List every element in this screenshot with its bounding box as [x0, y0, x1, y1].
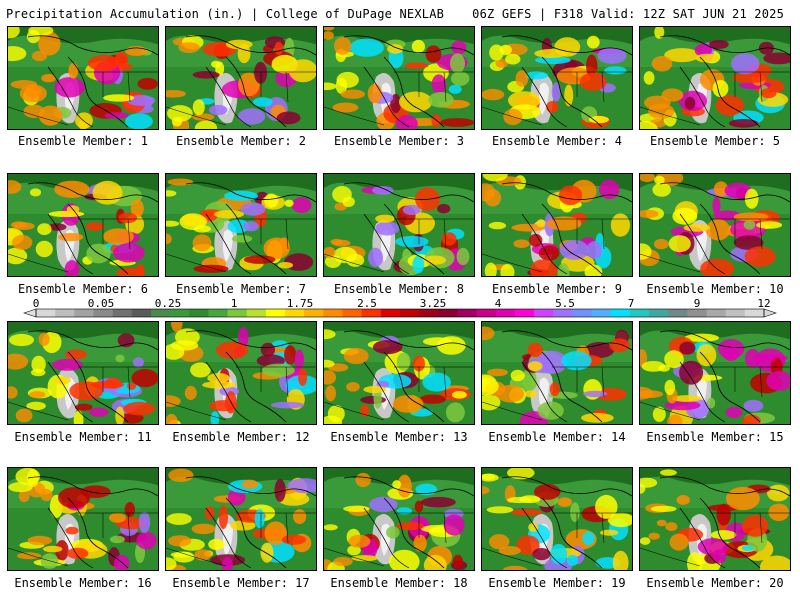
colorbar-cell [572, 309, 593, 317]
colorbar-cell [629, 309, 650, 317]
colorbar-cell [419, 309, 439, 317]
colorbar-cell [706, 309, 727, 317]
ensemble-member-label: Ensemble Member: 1 [17, 134, 149, 148]
product-title: Precipitation Accumulation (in.) | Colle… [6, 7, 445, 21]
ensemble-member-label: Ensemble Member: 12 [172, 430, 310, 444]
ensemble-member-label: Ensemble Member: 16 [14, 576, 152, 590]
colorbar-tick-label: 12 [757, 297, 771, 310]
colorbar-cell [285, 309, 305, 317]
colorbar-tick-label: 5.5 [555, 297, 575, 310]
ensemble-member-label: Ensemble Member: 14 [488, 430, 626, 444]
colorbar-frame [35, 308, 765, 318]
colorbar-cell [304, 309, 324, 317]
ensemble-member-label: Ensemble Member: 11 [14, 430, 152, 444]
ensemble-member-label: Ensemble Member: 9 [491, 282, 623, 296]
colorbar-tick-label: 2.5 [357, 297, 377, 310]
ensemble-member-label: Ensemble Member: 7 [175, 282, 307, 296]
colorbar-cell [553, 309, 573, 317]
ensemble-map-1 [7, 26, 159, 130]
colorbar-cell [342, 309, 363, 317]
ensemble-member-label: Ensemble Member: 2 [175, 134, 307, 148]
ensemble-member-label: Ensemble Member: 6 [17, 282, 149, 296]
ensemble-member-label: Ensemble Member: 18 [330, 576, 468, 590]
colorbar-cell [514, 309, 535, 317]
colorbar-tick-label: 0.05 [87, 297, 115, 310]
colorbar-tick-label: 1.75 [286, 297, 314, 310]
ensemble-map-15 [639, 321, 791, 425]
colorbar-cell [227, 309, 248, 317]
colorbar-cell [610, 309, 631, 317]
colorbar-cell [170, 309, 190, 317]
colorbar-cell [131, 309, 152, 317]
colorbar-tick-label: 9 [693, 297, 701, 310]
ensemble-map-16 [7, 467, 159, 571]
colorbar-cell [323, 309, 344, 317]
ensemble-map-9 [481, 173, 633, 277]
ensemble-member-label: Ensemble Member: 17 [172, 576, 310, 590]
ensemble-map-14 [481, 321, 633, 425]
ensemble-member-label: Ensemble Member: 3 [333, 134, 465, 148]
ensemble-map-11 [7, 321, 159, 425]
ensemble-map-5 [639, 26, 791, 130]
colorbar-cell [457, 309, 478, 317]
colorbar-cell [208, 309, 229, 317]
colorbar-cell [93, 309, 114, 317]
ensemble-member-label: Ensemble Member: 8 [333, 282, 465, 296]
colorbar-cell [649, 309, 669, 317]
colorbar-cell [668, 309, 688, 317]
ensemble-map-6 [7, 173, 159, 277]
ensemble-member-label: Ensemble Member: 20 [646, 576, 784, 590]
colorbar-cell [725, 309, 746, 317]
colorbar-tick-label: 3.25 [419, 297, 447, 310]
ensemble-map-13 [323, 321, 475, 425]
colorbar-cell [687, 309, 708, 317]
ensemble-member-label: Ensemble Member: 10 [646, 282, 784, 296]
ensemble-map-2 [165, 26, 317, 130]
colorbar-low-arrow [23, 308, 37, 318]
colorbar-cell [744, 309, 765, 317]
ensemble-member-label: Ensemble Member: 13 [330, 430, 468, 444]
ensemble-map-10 [639, 173, 791, 277]
ensemble-map-4 [481, 26, 633, 130]
ensemble-map-18 [323, 467, 475, 571]
colorbar-tick-label: 7 [627, 297, 635, 310]
colorbar-cell [438, 309, 458, 317]
colorbar-cell [150, 309, 171, 317]
colorbar-cell [591, 309, 612, 317]
colorbar-cell [36, 309, 56, 317]
ensemble-map-8 [323, 173, 475, 277]
colorbar-cell [246, 309, 267, 317]
ensemble-member-label: Ensemble Member: 15 [646, 430, 784, 444]
ensemble-map-17 [165, 467, 317, 571]
colorbar-cell [534, 309, 554, 317]
colorbar-cell [476, 309, 497, 317]
ensemble-map-12 [165, 321, 317, 425]
colorbar-tick-label: 1 [230, 297, 238, 310]
ensemble-map-3 [323, 26, 475, 130]
colorbar-high-arrow [763, 308, 777, 318]
colorbar-cell [55, 309, 75, 317]
colorbar-cell [265, 309, 286, 317]
model-run-valid-time: 06Z GEFS | F318 Valid: 12Z SAT JUN 21 20… [472, 7, 784, 21]
colorbar-cell [361, 309, 382, 317]
colorbar-cell [112, 309, 133, 317]
colorbar-tick-label: 0.25 [154, 297, 182, 310]
colorbar-cell [380, 309, 401, 317]
ensemble-map-20 [639, 467, 791, 571]
ensemble-map-19 [481, 467, 633, 571]
precip-colorbar [23, 308, 777, 318]
ensemble-member-label: Ensemble Member: 19 [488, 576, 626, 590]
colorbar-cell [400, 309, 420, 317]
colorbar-cell [74, 309, 94, 317]
ensemble-member-label: Ensemble Member: 4 [491, 134, 623, 148]
ensemble-map-7 [165, 173, 317, 277]
colorbar-cell [189, 309, 209, 317]
ensemble-member-label: Ensemble Member: 5 [649, 134, 781, 148]
colorbar-tick-label: 0 [32, 297, 40, 310]
colorbar-cell [495, 309, 516, 317]
colorbar-tick-label: 4 [494, 297, 502, 310]
